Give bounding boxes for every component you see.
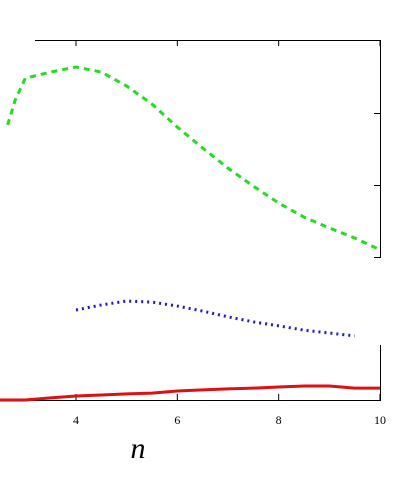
x-tick-label: 4 bbox=[73, 413, 79, 427]
x-tick-label: 6 bbox=[174, 413, 180, 427]
x-axis-label: n bbox=[131, 432, 146, 465]
x-tick-label: 10 bbox=[374, 413, 386, 427]
series-line bbox=[6, 65, 381, 252]
axes bbox=[0, 40, 381, 401]
x-tick-label: 8 bbox=[276, 413, 282, 427]
series-line bbox=[75, 299, 355, 338]
series-line bbox=[0, 384, 380, 402]
